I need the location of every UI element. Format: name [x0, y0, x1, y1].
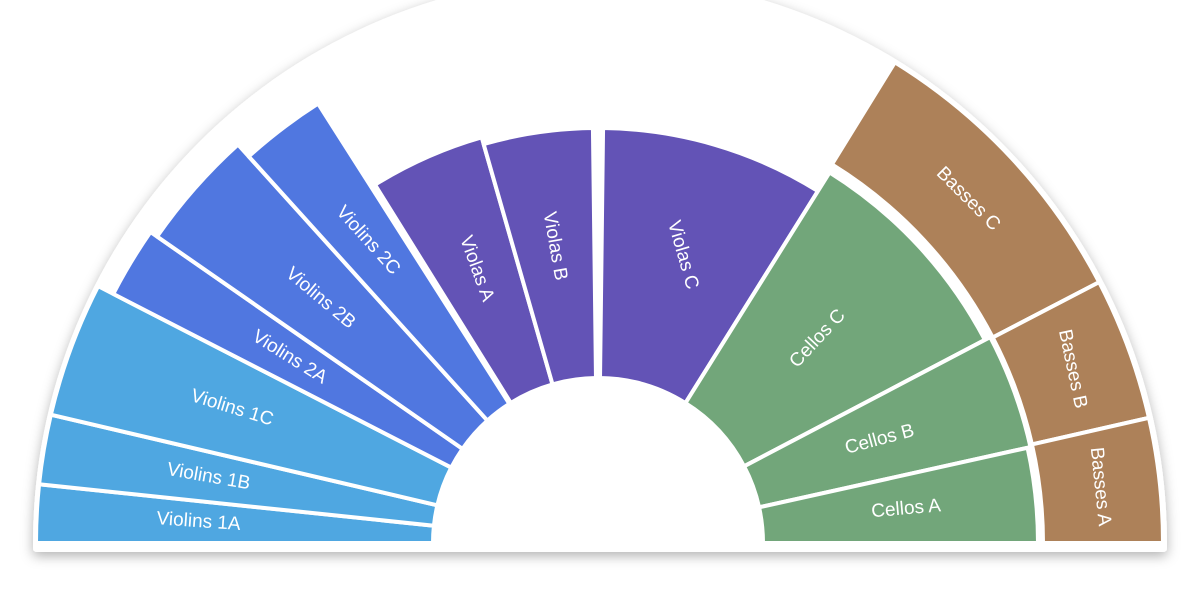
section-wedge[interactable]	[111, 229, 465, 470]
section-wedge[interactable]	[1029, 415, 1165, 545]
section-wedge[interactable]	[246, 101, 512, 423]
section-wedge[interactable]	[48, 284, 454, 508]
section-wedge[interactable]	[481, 126, 598, 387]
section-wedge[interactable]	[683, 170, 987, 469]
section-wedge[interactable]	[757, 445, 1040, 545]
section-wedge[interactable]	[155, 142, 490, 451]
section-wedge[interactable]	[598, 126, 820, 406]
section-wedge[interactable]	[372, 135, 555, 405]
